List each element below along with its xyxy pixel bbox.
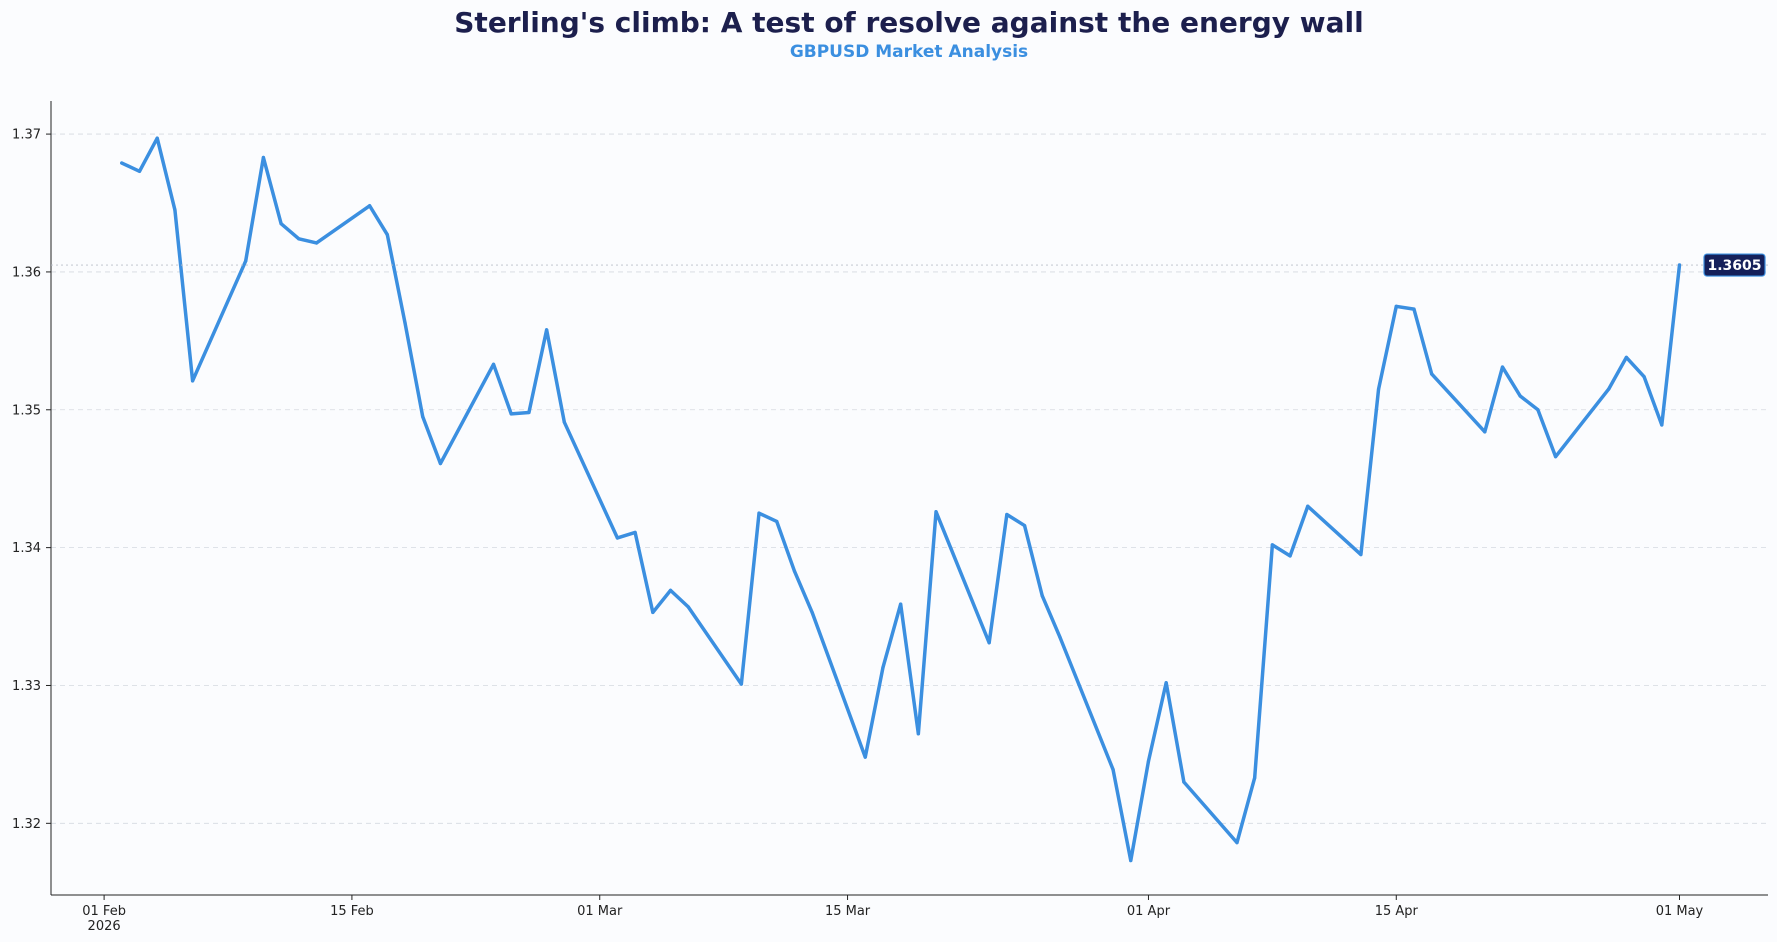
data-point [1394,304,1398,308]
x-tick-label: 15 Feb [330,904,374,919]
data-point [651,610,655,615]
data-point [1677,263,1682,267]
data-point [1412,307,1416,311]
data-point [244,259,248,263]
data-point [279,222,283,226]
data-point [863,755,867,759]
data-point [438,461,443,466]
data-point [1607,387,1611,391]
data-point [155,136,159,140]
data-point [686,605,690,609]
gridlines [51,133,1768,824]
data-point [899,602,903,606]
data-point [368,204,372,208]
data-point [545,328,549,332]
data-point [1005,512,1009,517]
data-point [120,161,124,165]
data-point [1536,408,1540,412]
data-point [987,641,991,645]
data-point [1146,759,1151,763]
x-tick-label: 01 Apr [1127,904,1171,919]
data-point [1660,423,1664,427]
data-point [527,410,531,415]
data-point [1518,394,1522,398]
y-tick-label: 1.34 [12,541,41,556]
data-point [137,169,142,173]
data-point [1129,858,1133,863]
x-tick-label: 15 Apr [1375,904,1419,919]
x-tick-label: 15 Mar [825,904,871,919]
data-point [261,155,266,160]
chart-subtitle: GBPUSD Market Analysis [790,42,1028,62]
data-point [1022,523,1027,528]
data-point [881,665,885,670]
chart-title: Sterling's climb: A test of resolve agai… [454,6,1363,39]
x-tick-label: 01 Mar [577,904,623,919]
data-point [1306,504,1310,508]
data-point [1483,430,1487,434]
y-tick-label: 1.32 [12,817,41,832]
data-point [1553,455,1558,459]
data-point [403,321,407,325]
data-point [1430,372,1434,376]
data-point [1253,776,1257,780]
series-group [120,136,1682,863]
data-point [1235,841,1239,845]
data-point [385,233,389,237]
data-point [1058,635,1062,639]
data-point [314,241,319,245]
last-value-label: 1.3605 [1707,258,1761,274]
data-point [1624,355,1628,359]
data-point [297,237,301,241]
x-tick-label: 01 May [1656,904,1704,919]
data-point [1111,767,1115,772]
data-point [191,379,195,383]
data-point [934,510,938,514]
y-axis-ticks: 1.32 1.33 1.34 1.35 1.36 1.37 [12,128,51,832]
x-tick-sublabel: 2026 [88,919,121,934]
data-point [633,530,637,535]
data-point [757,511,761,515]
data-point [810,610,814,615]
data-point [1359,552,1363,557]
data-point [615,536,620,540]
last-value-badge: 1.3605 [51,253,1768,277]
data-point [1182,780,1186,784]
data-point [509,412,513,416]
data-point [173,208,177,212]
data-point [1376,387,1381,391]
series-line [120,136,1682,863]
x-tick-label: 01 Feb [82,904,126,919]
data-point [1288,554,1292,558]
y-tick-label: 1.36 [12,265,41,280]
y-tick-label: 1.35 [12,403,41,418]
data-point [739,682,743,686]
data-point [562,420,566,424]
data-point [1642,375,1646,379]
data-point [775,519,779,524]
data-point [792,569,797,573]
data-point [421,415,425,419]
data-point [1500,365,1505,369]
y-tick-label: 1.37 [12,128,41,143]
data-point [668,588,673,592]
axes [50,101,1768,896]
data-point [1040,594,1044,598]
data-point [1164,681,1168,685]
y-tick-label: 1.33 [12,679,41,694]
data-point [916,732,920,736]
data-point [491,362,496,366]
last-value-badge-box [1703,253,1766,277]
data-point [1270,543,1274,547]
